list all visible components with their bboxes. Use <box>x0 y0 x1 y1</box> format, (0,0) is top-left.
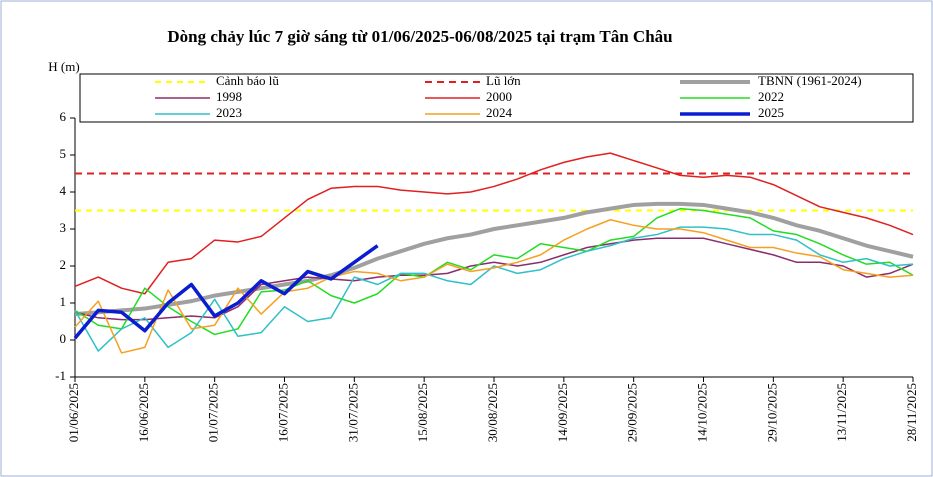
x-tick-label: 14/10/2025 <box>694 383 709 442</box>
legend-label: 2025 <box>758 105 784 120</box>
x-tick-label: 30/08/2025 <box>485 383 500 442</box>
legend-label: Lũ lớn <box>486 73 521 88</box>
y-tick-label: 1 <box>60 294 67 309</box>
legend <box>79 73 914 123</box>
x-tick-label: 14/09/2025 <box>555 383 570 442</box>
chart-title: Dòng chảy lúc 7 giờ sáng từ 01/06/2025-0… <box>167 27 672 46</box>
x-tick-label: 15/08/2025 <box>415 383 430 442</box>
legend-label: Cảnh báo lũ <box>216 73 279 88</box>
series-line <box>74 152 914 295</box>
legend-label: 2023 <box>216 105 242 120</box>
x-tick-label: 28/11/2025 <box>904 383 919 442</box>
y-tick-label: 0 <box>60 331 67 346</box>
x-tick-label: 01/06/2025 <box>66 383 81 442</box>
series-line <box>74 237 914 321</box>
y-tick-label: 4 <box>60 183 67 198</box>
legend-label: TBNN (1961-2024) <box>758 73 862 88</box>
legend-label: 2024 <box>486 105 513 120</box>
series-line <box>74 219 914 354</box>
y-tick-label: 6 <box>60 109 67 124</box>
y-tick-label: 3 <box>60 220 67 235</box>
series-line <box>74 201 914 317</box>
series-line <box>73 244 379 340</box>
y-tick-label: -1 <box>55 368 66 383</box>
x-tick-label: 31/07/2025 <box>345 383 360 442</box>
x-tick-label: 29/09/2025 <box>625 383 640 442</box>
series-line <box>74 226 914 352</box>
legend-label: 2022 <box>758 89 784 104</box>
legend-label: 1998 <box>216 89 242 104</box>
series-line <box>74 207 914 336</box>
x-tick-label: 13/11/2025 <box>834 383 849 442</box>
x-tick-label: 16/07/2025 <box>275 383 290 442</box>
x-tick-label: 29/10/2025 <box>764 383 779 442</box>
y-tick-label: 5 <box>60 146 67 161</box>
y-axis-label: H (m) <box>48 59 79 74</box>
x-tick-label: 16/06/2025 <box>136 383 151 442</box>
legend-label: 2000 <box>486 89 512 104</box>
y-tick-label: 2 <box>60 257 67 272</box>
x-tick-label: 01/07/2025 <box>206 383 221 442</box>
